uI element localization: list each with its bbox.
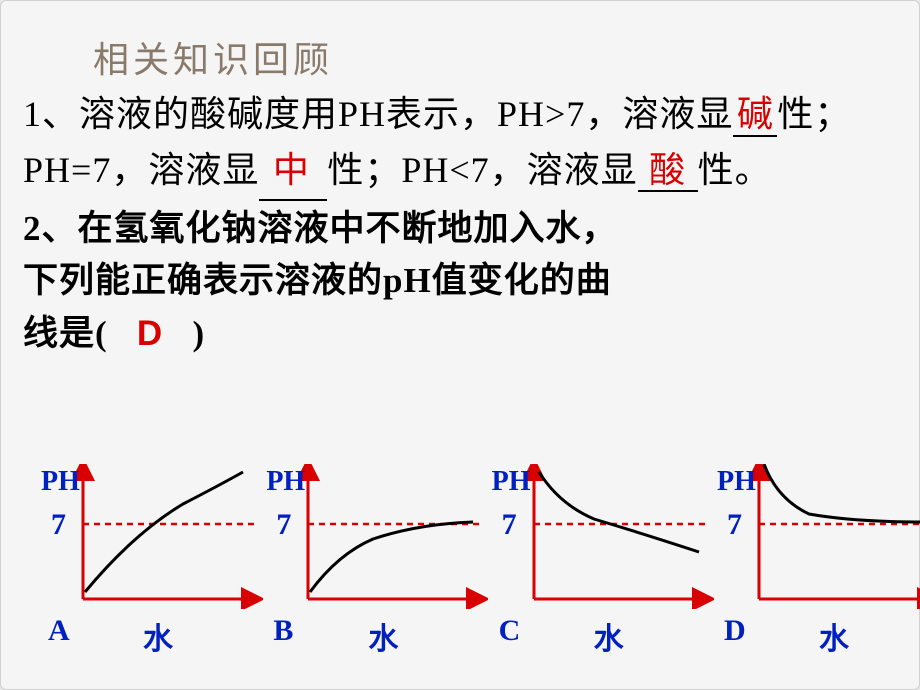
chart-svg-C [524,464,714,609]
charts-row: PH7水APH7水BPH7水CPH7水D [23,464,899,654]
chart-letter-C: C [499,614,521,648]
chart-C: PH7水C [474,464,674,654]
axis-label-x: 水 [594,614,624,658]
chart-svg-A [73,464,263,609]
q2-line2: 下列能正确表示溶液的pH值变化的曲 [23,261,612,300]
axis-label-x: 水 [143,614,173,658]
axis-label-ph: PH [41,466,80,498]
axis-tick-7: 7 [276,508,291,542]
q1-blank-3: 酸 [638,151,698,193]
question-1: 1、溶液的酸碱度用PH表示，PH>7，溶液显碱性；PH=7，溶液显 中 性；PH… [23,87,897,201]
q1-text-4: 性。 [698,150,772,190]
question-2: 2、在氢氧化钠溶液中不断地加入水， 下列能正确表示溶液的pH值变化的曲 线是( … [23,203,897,361]
q1-blank-1: 碱 [733,95,777,137]
q2-line3b: ) [192,314,205,353]
q1-text-3: 性；PH<7，溶液显 [327,150,637,190]
chart-letter-B: B [273,614,293,648]
axis-label-x: 水 [819,614,849,658]
axis-tick-7: 7 [51,508,66,542]
q1-underline-2: 中 [259,143,327,201]
q2-answer: D [137,314,163,353]
chart-D: PH7水D [699,464,899,654]
chart-A: PH7水A [23,464,223,654]
q2-line3a: 线是( [23,314,108,353]
chart-B: PH7水B [248,464,448,654]
chart-letter-D: D [724,614,746,648]
chart-svg-D [749,464,920,609]
q1-blank-2: 中 [269,151,313,191]
q1-text-1: 1、溶液的酸碱度用PH表示，PH>7，溶液显 [23,94,733,134]
axis-label-x: 水 [368,614,398,658]
chart-svg-B [298,464,488,609]
axis-label-ph: PH [717,466,756,498]
slide: 相关知识回顾 1、溶液的酸碱度用PH表示，PH>7，溶液显碱性；PH=7，溶液显… [0,0,920,690]
axis-label-ph: PH [266,466,305,498]
axis-label-ph: PH [492,466,531,498]
axis-tick-7: 7 [727,508,742,542]
chart-letter-A: A [48,614,70,648]
axis-tick-7: 7 [502,508,517,542]
q2-line1: 2、在氢氧化钠溶液中不断地加入水， [23,209,618,248]
section-heading: 相关知识回顾 [93,31,897,83]
